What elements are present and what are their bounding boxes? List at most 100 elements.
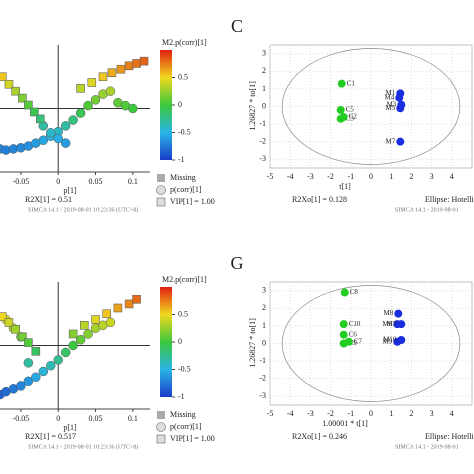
legend-swatch — [157, 174, 165, 182]
panel-letter: C — [231, 16, 243, 36]
square-point — [132, 295, 141, 304]
x-tick-label: 0.1 — [128, 177, 138, 186]
note: Ellipse: Hotelling's T2 (95%) — [425, 195, 474, 204]
legend-label: Missing — [170, 173, 196, 182]
point-label: M7 — [387, 320, 397, 328]
circle-point — [60, 121, 71, 131]
colorbar-tick-label: 0 — [178, 100, 182, 109]
square-point — [139, 56, 149, 66]
point-label: C3 — [346, 114, 355, 122]
square-point — [24, 338, 33, 347]
square-point — [113, 303, 123, 313]
legend-label: p(corr)[1] — [170, 185, 202, 194]
circle-point — [105, 86, 116, 96]
footer: SIMCA 14.1 - 2019-08-01 — [395, 207, 459, 213]
square-point — [116, 64, 126, 74]
square-point — [98, 72, 108, 82]
colorbar-tick-label: 0.5 — [178, 309, 188, 318]
legend-label: Missing — [170, 410, 196, 419]
x-tick-label: -3 — [307, 172, 314, 181]
circle-point — [31, 372, 41, 382]
x-tick-label: 0 — [56, 414, 60, 423]
colorbar-label: M2.p(corr)[1] — [162, 38, 207, 47]
x-axis-label: p[1] — [63, 186, 77, 195]
square-point — [80, 320, 89, 330]
x-tick-label: 1 — [389, 172, 393, 181]
x-tick-label: 3 — [430, 409, 434, 418]
x-tick-label: 4 — [450, 172, 454, 181]
y-tick-label: 2 — [262, 66, 266, 75]
score-point — [397, 320, 406, 329]
legend-swatch — [156, 434, 166, 444]
score-point — [339, 330, 348, 339]
note: R2X[1] = 0.517 — [25, 432, 76, 441]
circle-point — [16, 381, 26, 391]
panel: G -5 -4 -3 -2 -1 0 1 2 3 4 -3 -2 -1 0 1 2 3 1.26827 * to[1… — [231, 253, 474, 450]
x-tick-label: -4 — [287, 172, 294, 181]
square-point — [87, 78, 97, 87]
x-tick-label: -0.05 — [13, 177, 30, 186]
x-axis-label: p[1] — [63, 423, 77, 432]
x-tick-label: -5 — [267, 409, 274, 418]
x-tick-label: -2 — [327, 409, 334, 418]
footer: SIMCA 14.1 - 2019-08-01 — [395, 444, 459, 450]
y-tick-label: 1 — [262, 321, 266, 330]
score-point — [396, 137, 405, 146]
legend-swatch — [156, 422, 166, 432]
square-point — [11, 325, 20, 334]
note: R2Xo[1] = 0.128 — [292, 195, 347, 204]
circle-point — [38, 135, 49, 145]
point-label: M5 — [386, 104, 396, 112]
note: Ellipse: Hotelling's T2 (95%) — [425, 432, 474, 441]
square-point — [18, 332, 27, 342]
x-tick-label: -1 — [347, 409, 354, 418]
circle-point — [45, 360, 56, 371]
point-label: C1 — [347, 79, 356, 87]
y-tick-label: -3 — [259, 154, 266, 163]
y-tick-label: -1 — [259, 119, 266, 128]
point-label: C7 — [354, 337, 363, 345]
score-point — [395, 93, 404, 102]
colorbar-tick-label: -0.5 — [178, 364, 191, 373]
square-point — [0, 72, 7, 82]
score-point — [344, 337, 353, 346]
square-point — [102, 309, 112, 319]
colorbar-label: M2.p(corr)[1] — [162, 275, 207, 284]
panel: -0.05 0 0.05 0.1 p[1]R2X[1] = 0.517 SIMCA 14.… — [0, 275, 215, 450]
square-point — [124, 299, 134, 309]
colorbar-tick-label: -0.5 — [178, 127, 191, 136]
square-point — [30, 107, 39, 117]
x-tick-label: 4 — [450, 409, 454, 418]
score-point — [397, 335, 406, 344]
circle-point — [23, 376, 34, 387]
circle-point — [45, 127, 56, 138]
square-point — [31, 346, 41, 356]
score-point — [396, 104, 405, 113]
x-axis-label: 1.00001 * t[1] — [322, 419, 368, 428]
footer: SIMCA 14.1 - 2019-08-01 10:23:36 (UTC+8) — [28, 206, 138, 213]
circle-point — [128, 103, 138, 114]
point-label: M7 — [386, 137, 396, 145]
y-tick-label: 0 — [262, 101, 266, 110]
circle-point — [75, 334, 86, 345]
y-axis-label: 1.26827 * to[1] — [248, 318, 257, 368]
x-tick-label: 2 — [409, 172, 413, 181]
y-tick-label: -2 — [259, 136, 266, 145]
point-label: M9 — [383, 337, 393, 345]
y-tick-label: 1 — [262, 84, 266, 93]
x-tick-label: 1 — [389, 409, 393, 418]
legend-label: VIP[1] = 1.00 — [170, 434, 215, 443]
confidence-ellipse — [281, 48, 461, 165]
x-tick-label: -2 — [327, 172, 334, 181]
panel: -0.05 0 0.05 0.1 p[1]R2X[1] = 0.51 SIMCA 14.1… — [0, 38, 215, 213]
legend-label: p(corr)[1] — [170, 422, 202, 431]
footer: SIMCA 14.1 - 2019-08-01 10:23:36 (UTC+8) — [28, 443, 138, 450]
score-point — [339, 320, 348, 329]
circle-point — [83, 100, 93, 111]
circle-point — [68, 340, 78, 351]
square-point — [132, 59, 141, 68]
score-point — [337, 79, 346, 88]
legend-swatch — [157, 411, 165, 419]
y-axis-label: 1.26827 * to[1] — [248, 81, 257, 131]
